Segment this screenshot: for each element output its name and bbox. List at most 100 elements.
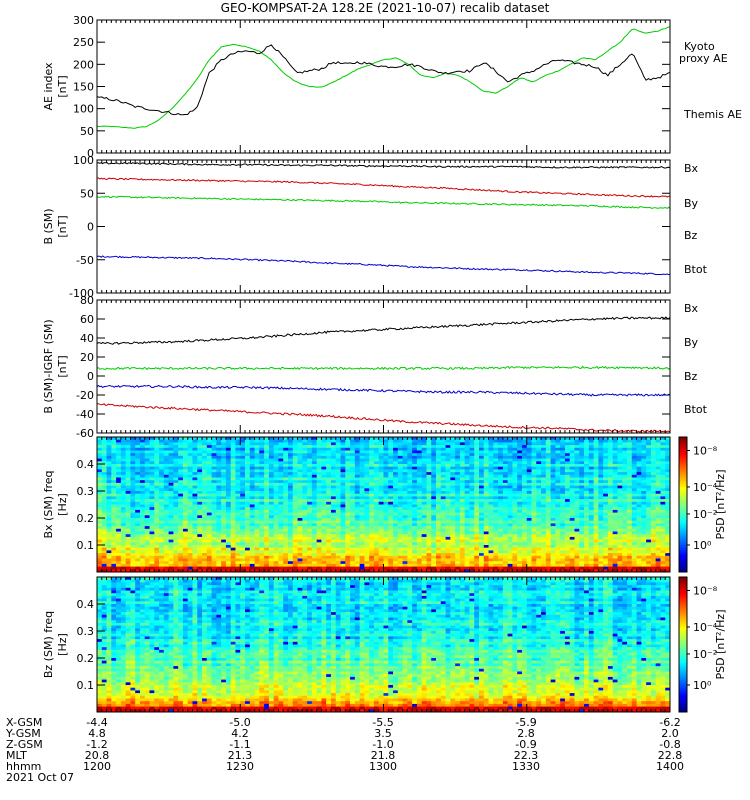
panel-4-cell bbox=[97, 509, 103, 513]
panel-4-cell bbox=[154, 450, 160, 454]
panel-4-cell bbox=[221, 501, 227, 505]
panel-4-cell bbox=[216, 493, 222, 497]
panel-4-cell bbox=[225, 569, 232, 573]
panel-4-cell bbox=[407, 553, 413, 557]
panel-4-cell bbox=[278, 531, 284, 535]
panel-4-cell bbox=[125, 496, 131, 500]
panel-4-cell bbox=[436, 437, 442, 441]
panel-4-cell bbox=[330, 555, 337, 559]
panel-4-cell bbox=[240, 453, 246, 457]
panel-4-cell bbox=[307, 569, 313, 573]
panel-4-cell bbox=[264, 536, 270, 540]
panel-4-cell bbox=[125, 542, 131, 546]
panel-4-cell bbox=[192, 464, 198, 468]
panel-4-cell bbox=[163, 526, 170, 530]
panel-4-cell bbox=[288, 515, 294, 519]
panel-4-cell bbox=[464, 561, 470, 565]
panel-4-cell bbox=[307, 482, 313, 486]
panel-4-cell bbox=[307, 439, 313, 443]
panel-4-cell bbox=[326, 450, 332, 454]
panel-4-cell bbox=[264, 550, 270, 554]
panel-4-cell bbox=[230, 464, 236, 468]
panel-4-cell bbox=[116, 472, 122, 476]
panel-4-cell bbox=[101, 447, 107, 451]
panel-4-cell bbox=[273, 509, 279, 513]
panel-4-cell bbox=[254, 464, 260, 468]
panel-4-cell bbox=[97, 480, 103, 484]
panel-4-cell bbox=[354, 488, 361, 492]
panel-4-cell bbox=[120, 447, 127, 451]
panel-4-cell bbox=[321, 485, 327, 489]
panel-3-series-btot bbox=[96, 316, 671, 345]
panel-4-cell bbox=[369, 447, 375, 451]
panel-4-cell bbox=[345, 474, 351, 478]
panel-4-cell bbox=[316, 482, 322, 486]
panel-4-cell bbox=[402, 482, 408, 486]
panel-4-cell bbox=[416, 437, 423, 441]
panel-4-cell bbox=[359, 553, 365, 557]
panel-4-cell bbox=[211, 480, 217, 484]
panel-4-cell bbox=[106, 566, 112, 570]
panel-4-cell bbox=[254, 563, 260, 567]
panel-4-cell bbox=[479, 512, 485, 516]
panel-4-cell bbox=[288, 539, 294, 543]
panel-4-cell bbox=[416, 501, 423, 505]
panel-3-series-by bbox=[96, 365, 671, 371]
panel-4-cell bbox=[321, 461, 327, 465]
panel-4-cell bbox=[135, 534, 141, 538]
panel-4-cell bbox=[464, 518, 470, 522]
panel-4-cell bbox=[335, 439, 341, 443]
panel-4-cell bbox=[459, 458, 466, 462]
panel-4-cell bbox=[302, 553, 308, 557]
panel-4-cell bbox=[455, 439, 461, 443]
panel-4-cell bbox=[354, 437, 361, 441]
panel-4-cell bbox=[235, 453, 241, 457]
panel-4-cell bbox=[139, 523, 146, 527]
panel-4-cell bbox=[469, 474, 475, 478]
panel-4-cell bbox=[278, 437, 284, 441]
panel-4-cell bbox=[211, 458, 217, 462]
panel-4-cell bbox=[211, 512, 217, 516]
panel-4-cell bbox=[330, 482, 337, 486]
panel-4-cell bbox=[440, 493, 446, 497]
panel-4-cell bbox=[335, 482, 341, 486]
panel-4-cell bbox=[412, 496, 418, 500]
panel-4-cell bbox=[388, 501, 394, 505]
panel-4-cell bbox=[259, 474, 265, 478]
panel-4-cell bbox=[168, 547, 174, 551]
panel-4-cell bbox=[340, 464, 346, 468]
panel-4-cell bbox=[326, 563, 332, 567]
panel-4-cell bbox=[407, 477, 413, 481]
panel-4-cell bbox=[202, 550, 208, 554]
panel-4-cell bbox=[345, 469, 351, 473]
panel-4-cell bbox=[197, 461, 203, 465]
panel-4-cell bbox=[130, 450, 136, 454]
panel-4-cell bbox=[421, 512, 427, 516]
panel-4-cell bbox=[125, 545, 131, 549]
panel-4-cell bbox=[206, 569, 212, 573]
panel-4-cell bbox=[120, 491, 127, 495]
panel-4-cell bbox=[187, 531, 193, 535]
panel-4-cell bbox=[445, 512, 451, 516]
panel-4-cell bbox=[249, 453, 255, 457]
panel-3-ylabel: B (SM)-IGRF (SM) bbox=[42, 319, 55, 413]
panel-4-cell bbox=[464, 482, 470, 486]
panel-4-cell bbox=[206, 437, 212, 441]
panel-4-cell bbox=[450, 509, 456, 513]
panel-4-cell bbox=[144, 512, 150, 516]
panel-4-cell bbox=[249, 493, 255, 497]
panel-4-cell bbox=[316, 569, 322, 573]
panel-4-cell bbox=[388, 445, 394, 449]
panel-4-cell bbox=[378, 507, 384, 511]
panel-4-cell bbox=[388, 536, 394, 540]
panel-4-cell bbox=[211, 501, 217, 505]
panel-4-cell bbox=[273, 542, 279, 546]
panel-4-cell bbox=[459, 555, 466, 559]
panel-4-cell bbox=[479, 515, 485, 519]
panel-4-cell bbox=[139, 520, 146, 524]
panel-4-cell bbox=[359, 512, 365, 516]
panel-4-cell bbox=[350, 485, 356, 489]
panel-4-cell bbox=[120, 504, 127, 508]
panel-4-cell bbox=[221, 542, 227, 546]
panel-4-cell bbox=[383, 493, 389, 497]
